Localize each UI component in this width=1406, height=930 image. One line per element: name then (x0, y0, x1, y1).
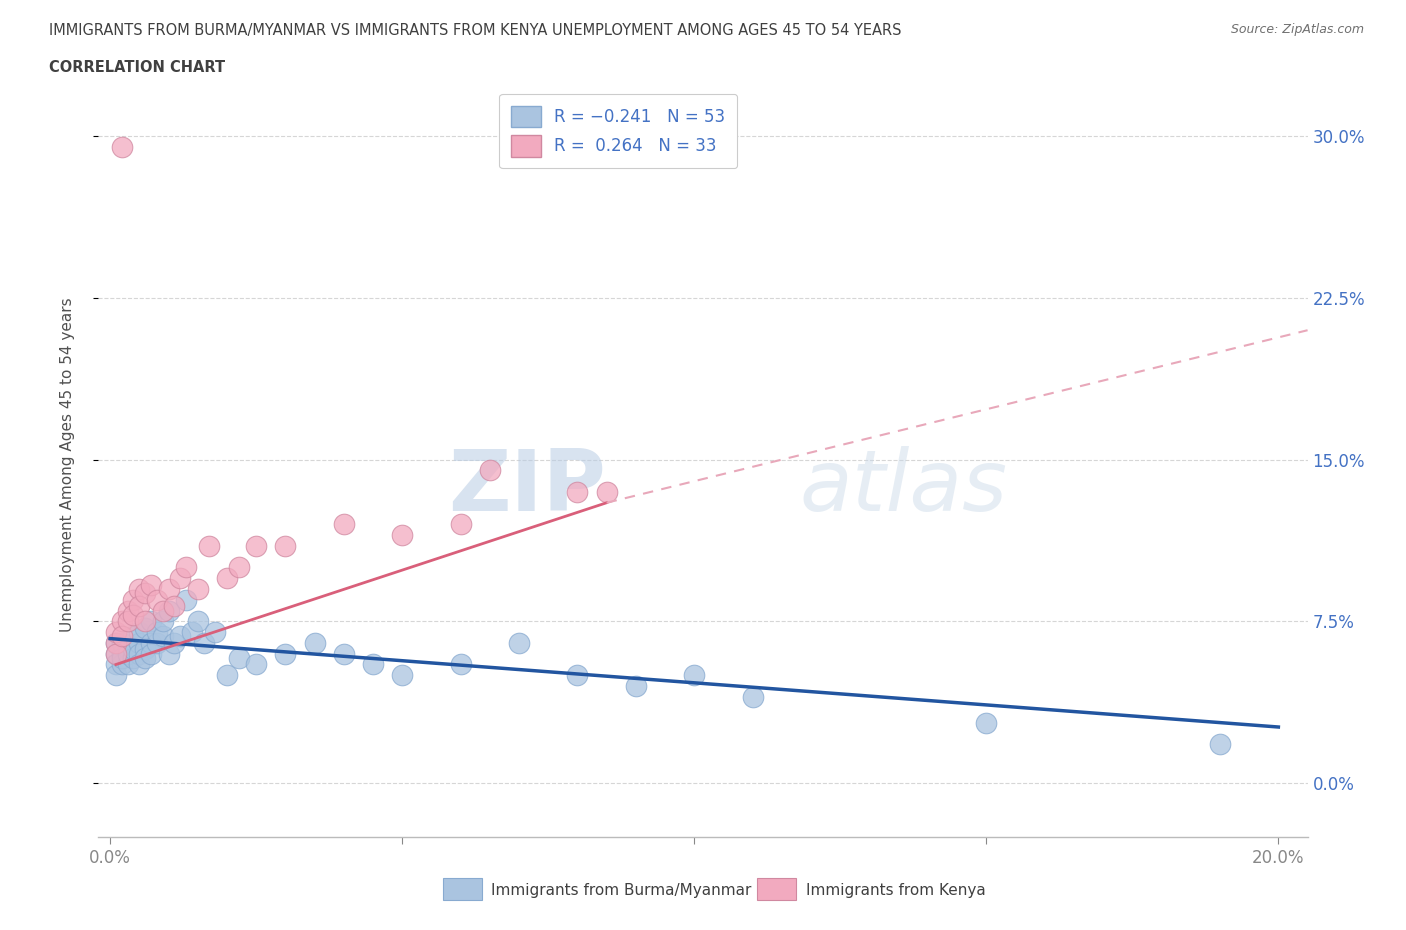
Text: Source: ZipAtlas.com: Source: ZipAtlas.com (1230, 23, 1364, 36)
Point (117, 604, 139, 618)
Point (450, 657, 472, 671)
Point (180, 625, 202, 640)
Text: Immigrants from Burma/Myanmar: Immigrants from Burma/Myanmar (492, 884, 752, 898)
Point (134, 651, 156, 666)
Point (117, 646, 139, 661)
Text: atlas: atlas (800, 445, 1008, 529)
Point (122, 642, 145, 657)
Point (478, 463, 501, 478)
Point (193, 635, 215, 650)
Point (152, 629, 174, 644)
Point (146, 635, 169, 650)
Point (117, 614, 139, 629)
Point (146, 592, 169, 607)
Legend: R = −0.241   N = 53, R =  0.264   N = 33: R = −0.241 N = 53, R = 0.264 N = 33 (499, 94, 737, 168)
Point (117, 657, 139, 671)
Point (104, 646, 127, 661)
Text: ZIP: ZIP (449, 445, 606, 529)
Point (163, 599, 186, 614)
Point (111, 651, 134, 666)
Point (152, 614, 174, 629)
Point (567, 485, 589, 499)
Point (104, 646, 127, 661)
Point (104, 625, 127, 640)
Point (450, 517, 472, 532)
Point (157, 604, 180, 618)
Point (122, 592, 145, 607)
Point (683, 668, 706, 683)
Text: IMMIGRANTS FROM BURMA/MYANMAR VS IMMIGRANTS FROM KENYA UNEMPLOYMENT AMONG AGES 4: IMMIGRANTS FROM BURMA/MYANMAR VS IMMIGRA… (49, 23, 901, 38)
Point (157, 581, 180, 596)
Point (122, 629, 145, 644)
Point (1209, 737, 1232, 751)
Text: Immigrants from Kenya: Immigrants from Kenya (806, 884, 986, 898)
Point (128, 657, 150, 671)
Point (304, 635, 326, 650)
Point (128, 581, 150, 596)
Point (508, 635, 530, 650)
Point (128, 635, 150, 650)
Point (332, 517, 354, 532)
Point (104, 635, 127, 650)
Point (128, 599, 150, 614)
Point (187, 614, 209, 629)
FancyBboxPatch shape (443, 878, 482, 900)
Point (174, 560, 197, 575)
Point (245, 538, 267, 553)
Point (117, 642, 139, 657)
Point (139, 635, 162, 650)
Point (157, 646, 180, 661)
Point (134, 642, 156, 657)
Point (391, 668, 413, 683)
Point (104, 635, 127, 650)
Point (567, 668, 589, 683)
Point (228, 651, 250, 666)
Point (245, 657, 267, 671)
Point (134, 586, 156, 601)
Point (169, 571, 191, 586)
Point (741, 689, 763, 704)
Point (174, 592, 197, 607)
Point (128, 625, 150, 640)
Point (152, 604, 174, 618)
Point (111, 635, 134, 650)
Point (139, 614, 162, 629)
Point (187, 581, 209, 596)
Point (128, 646, 150, 661)
Point (215, 668, 238, 683)
Point (122, 651, 145, 666)
Point (122, 607, 145, 622)
Point (624, 679, 647, 694)
Point (104, 657, 127, 671)
Point (974, 715, 997, 730)
Point (104, 668, 127, 683)
FancyBboxPatch shape (758, 878, 796, 900)
Point (163, 635, 186, 650)
Point (111, 614, 134, 629)
Point (274, 646, 297, 661)
Point (332, 646, 354, 661)
Point (134, 620, 156, 635)
Point (391, 527, 413, 542)
Point (111, 629, 134, 644)
Point (361, 657, 384, 671)
Point (111, 140, 134, 154)
Point (595, 485, 617, 499)
Point (146, 625, 169, 640)
Point (169, 629, 191, 644)
Point (198, 538, 221, 553)
Point (139, 578, 162, 592)
Point (139, 646, 162, 661)
Point (111, 646, 134, 661)
Point (274, 538, 297, 553)
Point (134, 614, 156, 629)
Point (215, 571, 238, 586)
Y-axis label: Unemployment Among Ages 45 to 54 years: Unemployment Among Ages 45 to 54 years (60, 298, 75, 632)
Text: CORRELATION CHART: CORRELATION CHART (49, 60, 225, 75)
Point (228, 560, 250, 575)
Point (111, 657, 134, 671)
Point (204, 625, 226, 640)
